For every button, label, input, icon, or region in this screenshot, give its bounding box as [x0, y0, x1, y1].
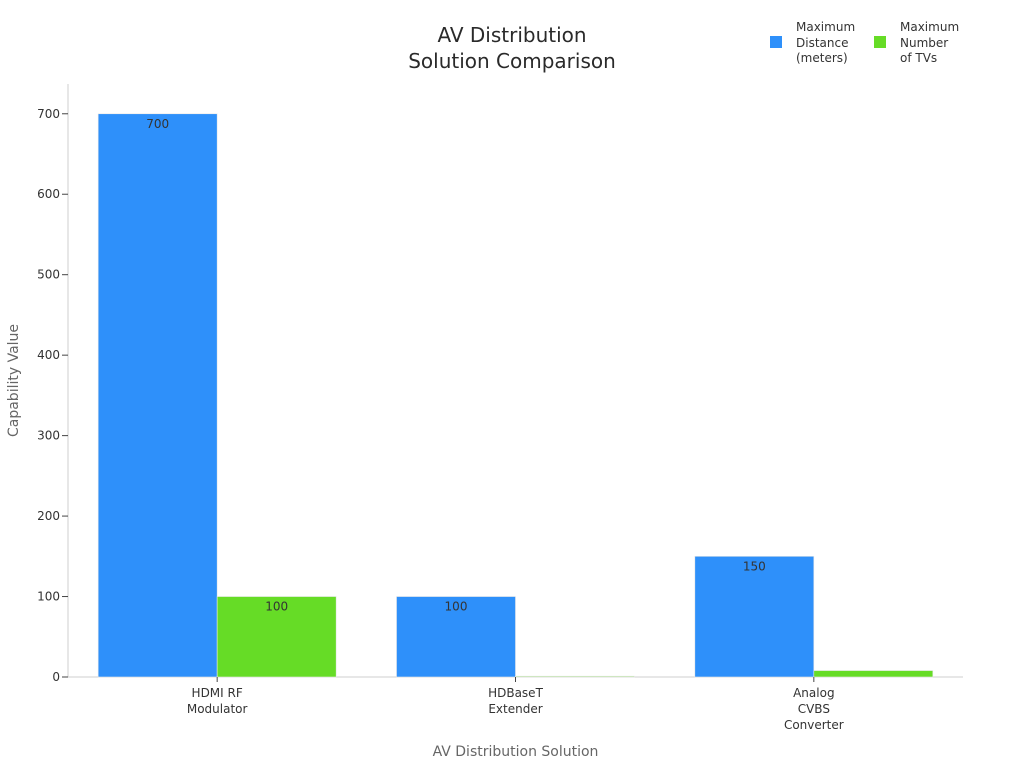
x-tick-label: HDMI RF: [192, 686, 243, 700]
y-tick-label: 0: [52, 670, 60, 684]
bar: [396, 596, 516, 678]
x-tick-label: CVBS: [798, 702, 830, 716]
bar: [216, 596, 337, 678]
y-tick-label: 100: [37, 590, 60, 604]
chart-title-line-2: Solution Comparison: [408, 49, 616, 73]
y-tick-label: 700: [37, 107, 60, 121]
y-tick-label: 400: [37, 348, 60, 362]
x-tick-label: Modulator: [187, 702, 248, 716]
y-tick-label: 600: [37, 187, 60, 201]
bar-value-label: 100: [265, 600, 288, 614]
legend-item-tvs: Maximum Number of TVs: [874, 20, 959, 67]
legend-item-distance: Maximum Distance (meters): [770, 20, 855, 67]
bar: [97, 113, 218, 678]
bar-value-label: 700: [146, 117, 169, 131]
y-tick-label: 300: [37, 429, 60, 443]
x-tick-label: Analog: [793, 686, 834, 700]
bar: [813, 670, 934, 678]
legend-label-tvs: Maximum Number of TVs: [900, 20, 960, 65]
y-tick-label: 500: [37, 268, 60, 282]
legend-swatch-distance: [770, 36, 782, 48]
x-axis-title: AV Distribution Solution: [433, 744, 599, 760]
y-tick-label: 200: [37, 509, 60, 523]
chart-title-line-1: AV Distribution: [437, 23, 587, 47]
y-axis-title: Capability Value: [6, 324, 22, 437]
bar: [515, 675, 635, 678]
legend-swatch-tvs: [874, 36, 886, 48]
x-tick-label: Converter: [784, 718, 844, 732]
legend-label-distance: Maximum Distance (meters): [796, 20, 856, 65]
x-tick-label: Extender: [488, 702, 542, 716]
bar-value-label: 100: [445, 600, 468, 614]
bar-value-label: 150: [743, 559, 766, 573]
x-tick-label: HDBaseT: [488, 686, 543, 700]
bar: [694, 556, 815, 678]
